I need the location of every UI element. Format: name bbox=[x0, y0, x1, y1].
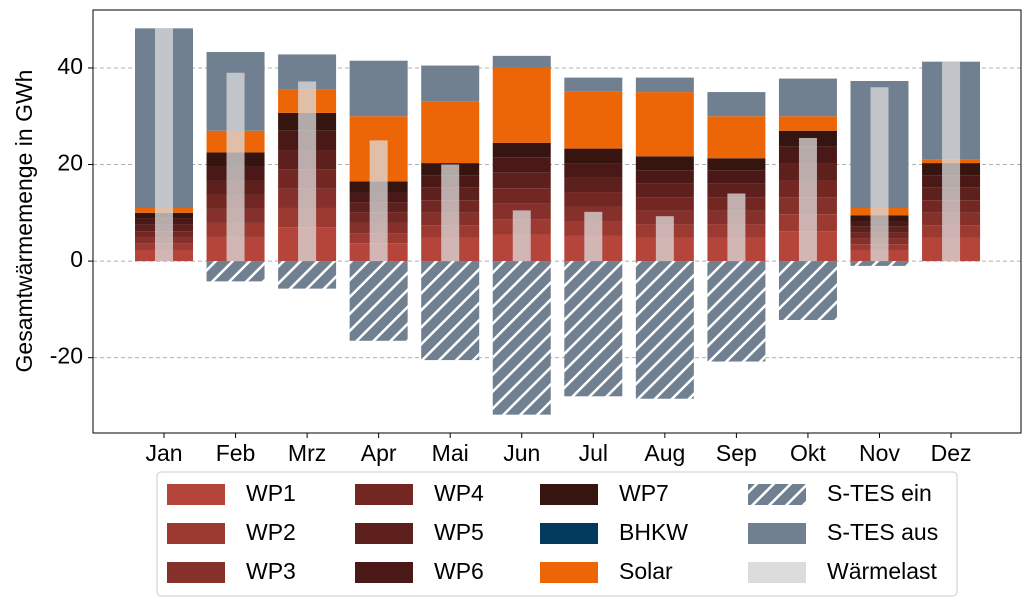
x-tick-label: Okt bbox=[790, 440, 826, 466]
overlay-bar bbox=[441, 164, 460, 262]
bar-segment bbox=[564, 91, 623, 149]
legend-swatch bbox=[355, 523, 413, 544]
bar-segment bbox=[707, 158, 766, 171]
x-tick-label: Jan bbox=[145, 440, 182, 466]
overlay-bar bbox=[870, 87, 889, 262]
x-tick-label: Sep bbox=[716, 440, 757, 466]
bar-segment bbox=[564, 163, 623, 178]
bar-segment bbox=[349, 60, 408, 117]
bar-segment bbox=[778, 78, 837, 117]
y-tick-label: 0 bbox=[70, 246, 83, 272]
legend-label: WP1 bbox=[246, 480, 296, 506]
legend-swatch bbox=[167, 523, 225, 544]
bar-segment bbox=[707, 261, 766, 362]
bar-segment bbox=[564, 148, 623, 164]
legend-swatch bbox=[748, 484, 806, 505]
x-tick-label: Mrz bbox=[288, 440, 326, 466]
legend-label: Wärmelast bbox=[827, 558, 938, 584]
bar-segment bbox=[635, 261, 694, 399]
bar-segment bbox=[635, 77, 694, 93]
y-axis-label: Gesamtwärmemenge in GWh bbox=[11, 70, 37, 373]
overlay-bar bbox=[226, 72, 245, 262]
overlay-bar bbox=[727, 193, 746, 262]
legend-swatch bbox=[355, 562, 413, 583]
overlay-bar bbox=[155, 28, 173, 262]
bar-segment bbox=[564, 261, 623, 397]
legend: WP1 WP2 WP3 WP4 WP5 WP6 WP7 BHKW Solar S-TES ein S… bbox=[167, 480, 938, 584]
plot-area bbox=[88, 28, 1021, 415]
bar-segment bbox=[564, 77, 623, 92]
overlay-bar bbox=[298, 81, 317, 262]
bar-segment bbox=[492, 188, 551, 204]
x-tick-label: Jul bbox=[579, 440, 608, 466]
bar-segment bbox=[635, 197, 694, 211]
bar-segment bbox=[635, 183, 694, 198]
x-tick-label: Mai bbox=[432, 440, 469, 466]
overlay-bar bbox=[798, 137, 817, 262]
x-tick-label: Aug bbox=[644, 440, 685, 466]
bar-segment bbox=[707, 183, 766, 198]
bar-segment bbox=[850, 261, 909, 266]
legend-swatch bbox=[167, 484, 225, 505]
legend-label: WP4 bbox=[434, 480, 484, 506]
legend-label: WP3 bbox=[246, 558, 296, 584]
bar-segment bbox=[492, 55, 551, 68]
x-tick-label: Jun bbox=[503, 440, 540, 466]
legend-label: S-TES ein bbox=[827, 480, 932, 506]
overlay-bar bbox=[512, 210, 531, 262]
bar-segment bbox=[778, 261, 837, 321]
bar-segment bbox=[635, 156, 694, 171]
bar-segment bbox=[206, 261, 265, 282]
bar-segment bbox=[421, 261, 480, 361]
bar-segment bbox=[492, 142, 551, 158]
bar-segment bbox=[635, 92, 694, 157]
overlay-bar bbox=[942, 61, 961, 262]
legend-label: WP5 bbox=[434, 519, 484, 545]
legend-label: WP6 bbox=[434, 558, 484, 584]
legend-label: WP7 bbox=[619, 480, 669, 506]
y-tick-label: 20 bbox=[57, 150, 83, 176]
bar-segment bbox=[707, 170, 766, 184]
legend-swatch bbox=[748, 562, 806, 583]
legend-swatch bbox=[540, 484, 598, 505]
x-tick-label: Feb bbox=[216, 440, 256, 466]
legend-swatch bbox=[540, 523, 598, 544]
legend-swatch bbox=[355, 484, 413, 505]
bar-segment bbox=[278, 261, 337, 289]
bar-segment bbox=[564, 192, 623, 207]
bar-segment bbox=[564, 177, 623, 193]
overlay-bar bbox=[369, 140, 388, 262]
bar-segment bbox=[421, 65, 480, 102]
legend-label: Solar bbox=[619, 558, 673, 584]
bar-segment bbox=[707, 116, 766, 159]
x-tick-label: Dez bbox=[931, 440, 972, 466]
legend-label: S-TES aus bbox=[827, 519, 938, 545]
overlay-bar bbox=[655, 216, 674, 262]
bar-segment bbox=[492, 67, 551, 143]
legend-swatch bbox=[167, 562, 225, 583]
bar-segment bbox=[492, 261, 551, 415]
y-tick-label: -20 bbox=[50, 343, 83, 369]
bar-segment bbox=[778, 116, 837, 131]
bar-segment bbox=[492, 157, 551, 173]
bar-segment bbox=[421, 101, 480, 164]
x-tick-label: Nov bbox=[859, 440, 900, 466]
y-tick-label: 40 bbox=[57, 53, 83, 79]
bar-segment bbox=[635, 170, 694, 184]
legend-label: WP2 bbox=[246, 519, 296, 545]
bar-segment bbox=[492, 172, 551, 189]
overlay-bar bbox=[584, 211, 603, 262]
legend-swatch bbox=[748, 523, 806, 544]
bar-segment bbox=[707, 92, 766, 117]
plot-frame bbox=[92, 9, 1022, 434]
bar-segment bbox=[349, 261, 408, 341]
x-tick-label: Apr bbox=[361, 440, 397, 466]
legend-label: BHKW bbox=[619, 519, 688, 545]
legend-swatch bbox=[540, 562, 598, 583]
